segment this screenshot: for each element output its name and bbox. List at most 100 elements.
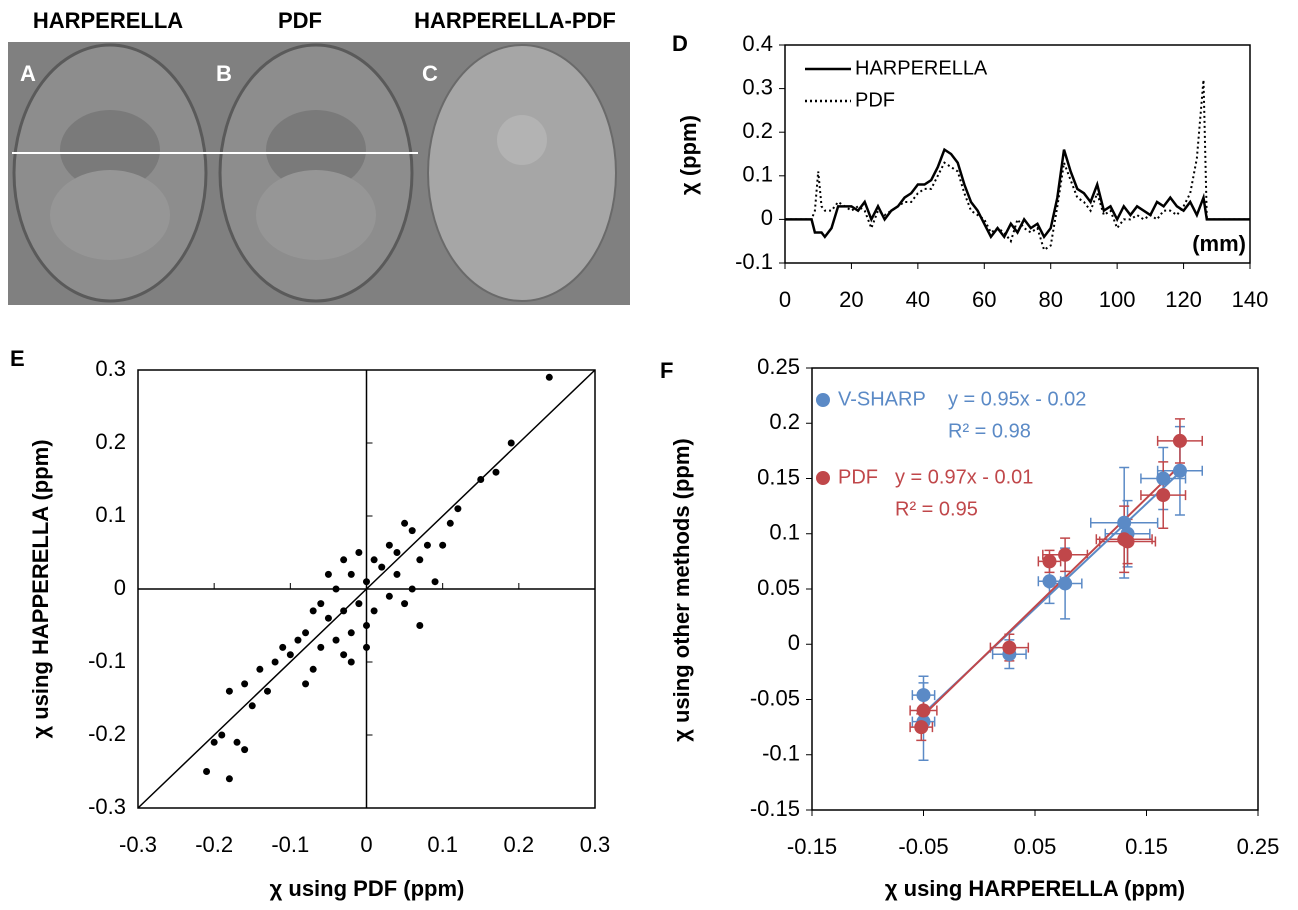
x-tick-label: 80 — [1038, 287, 1062, 312]
scatter-point — [393, 549, 401, 556]
scatter-point — [355, 600, 363, 608]
scatter-point — [324, 614, 332, 622]
error-bar — [1156, 418, 1203, 464]
scatter-point — [203, 768, 211, 775]
x-tick-label: 40 — [906, 287, 930, 312]
x-tick-label: 0.2 — [504, 832, 535, 857]
brain-detail — [256, 170, 376, 260]
scatter-point — [340, 607, 348, 615]
brain-detail — [497, 115, 547, 165]
y-tick-label: 0.1 — [742, 162, 773, 187]
scatter-point — [385, 541, 393, 549]
scatter-point — [385, 592, 393, 600]
brain-detail — [50, 170, 170, 260]
plot-frame — [811, 367, 1259, 811]
legend-label: PDF — [855, 89, 895, 111]
scatter-point — [545, 373, 553, 381]
scatter-point — [477, 476, 485, 483]
scatter-point — [408, 585, 416, 593]
legend-marker — [816, 471, 830, 485]
y-tick-label: -0.1 — [88, 648, 126, 673]
brain-detail — [266, 110, 366, 190]
scatter-point — [363, 643, 370, 651]
scatter-point — [225, 775, 233, 783]
x-tick-label: 140 — [1232, 287, 1269, 312]
scatter-point — [286, 651, 294, 659]
scatter-point — [263, 687, 271, 695]
image-strip: HARPERELLA PDF HARPERELLA-PDF A B C — [8, 8, 630, 305]
line-series — [785, 79, 1250, 252]
x-tick-label: 120 — [1165, 287, 1202, 312]
x-tick-label: -0.05 — [898, 834, 948, 859]
x-tick-label: 0.3 — [580, 832, 611, 857]
scatter-point — [294, 636, 302, 644]
scatter-point — [408, 527, 416, 535]
x-axis-label: χ using HARPERELLA (ppm) — [885, 876, 1185, 901]
scatter-point — [225, 687, 233, 695]
scatter-point — [370, 556, 378, 564]
brain-image — [427, 44, 617, 302]
scatter-point — [1002, 640, 1017, 655]
panel-letter: F — [660, 358, 673, 383]
scatter-point — [218, 731, 226, 739]
image-title: PDF — [278, 8, 322, 33]
scatter-point — [233, 738, 241, 746]
y-tick-label: 0 — [114, 575, 126, 600]
panel-letter: A — [20, 61, 36, 86]
image-title: HARPERELLA-PDF — [414, 8, 616, 33]
scatter-point — [1172, 463, 1187, 478]
scatter-point — [271, 658, 279, 666]
scatter-point — [355, 549, 363, 556]
x-tick-label: -0.15 — [787, 834, 837, 859]
y-axis-label: χ using other methods (ppm) — [669, 438, 694, 742]
y-axis-label: χ (ppm) — [676, 115, 701, 195]
x-tick-label: 0.15 — [1125, 834, 1168, 859]
fit-r-squared: R² = 0.95 — [895, 498, 978, 520]
y-tick-label: -0.15 — [750, 796, 800, 821]
scatter-point — [416, 556, 424, 564]
scatter-point — [378, 563, 386, 571]
panel-letter: C — [422, 61, 438, 86]
y-tick-label: -0.3 — [88, 794, 126, 819]
y-tick-label: 0.1 — [95, 502, 126, 527]
scatter-point — [363, 578, 370, 586]
y-tick-label: 0 — [761, 205, 773, 230]
scatter-point — [1120, 534, 1135, 549]
scatter-point — [1042, 574, 1057, 589]
scatter-point — [309, 665, 317, 673]
scatter-point — [340, 651, 348, 659]
scatter-point — [1156, 471, 1171, 486]
x-tick-label: 0.25 — [1237, 834, 1280, 859]
scatter-point — [309, 607, 317, 615]
x-tick-label: -0.1 — [271, 832, 309, 857]
scatter-point — [317, 643, 325, 651]
x-tick-label: -0.3 — [119, 832, 157, 857]
y-tick-label: 0.2 — [95, 429, 126, 454]
y-tick-label: 0.15 — [757, 464, 800, 489]
y-tick-label: 0.05 — [757, 575, 800, 600]
y-axis-label: χ using HAPPERELLA (ppm) — [28, 439, 53, 738]
scatter-point — [241, 746, 249, 754]
scatter-point — [210, 738, 218, 746]
x-tick-label: 20 — [839, 287, 863, 312]
scatter-point — [332, 636, 340, 644]
scatter-point — [248, 702, 256, 710]
fit-equation: y = 0.97x - 0.01 — [895, 466, 1033, 488]
y-tick-label: 0.1 — [769, 520, 800, 545]
panel-letter: D — [672, 31, 688, 56]
scatter-point — [492, 468, 500, 476]
x-tick-label: 0.1 — [427, 832, 458, 857]
scatter-point — [347, 629, 355, 637]
image-title: HARPERELLA — [33, 8, 183, 33]
scatter-point — [416, 622, 424, 629]
scatter-point — [332, 585, 340, 593]
scatter-point — [1058, 576, 1073, 591]
scatter-point — [241, 680, 249, 688]
legend-label: HARPERELLA — [855, 57, 988, 79]
scatter-point — [401, 600, 409, 608]
scatter-point — [317, 600, 325, 608]
scatter-point — [340, 556, 348, 564]
scatter-point — [347, 658, 355, 666]
scatter-point — [1172, 433, 1187, 448]
